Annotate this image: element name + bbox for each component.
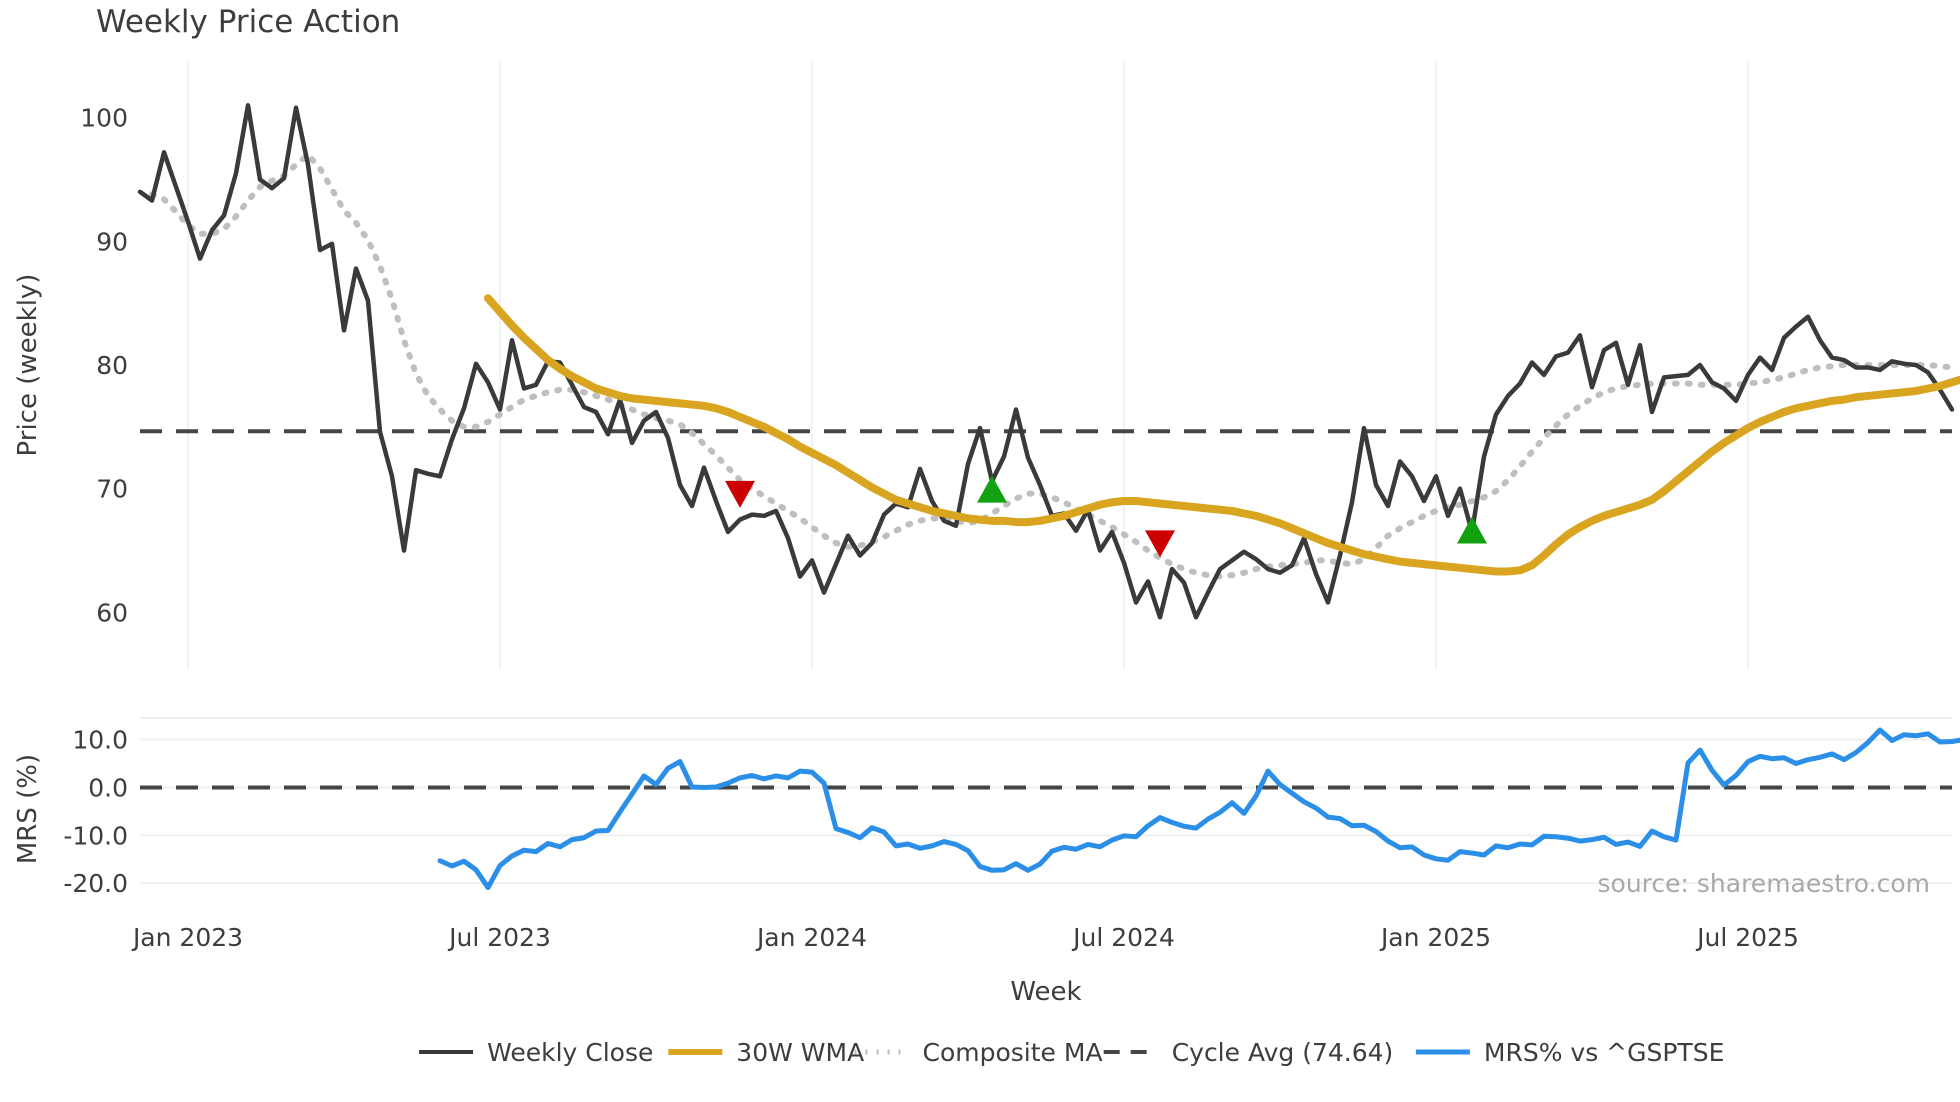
x-tick-label: Jul 2025 — [1695, 923, 1799, 952]
legend-label-3: Cycle Avg (74.64) — [1172, 1038, 1394, 1067]
mrs-tick-label: 0.0 — [88, 773, 128, 802]
price-tick-label: 90 — [96, 227, 128, 256]
x-tick-label: Jul 2024 — [1071, 923, 1175, 952]
chart-legend: Weekly Close 30W WMA Composite MA Cycle Avg… — [419, 1038, 1724, 1067]
series-line-30w-wma — [484, 294, 1960, 576]
price-tick-label: 60 — [96, 598, 128, 627]
x-axis-title: Week — [1010, 977, 1081, 1007]
signal-markers — [725, 475, 1487, 558]
legend-label-0: Weekly Close — [487, 1038, 653, 1067]
source-watermark: source: sharemaestro.com — [1598, 869, 1931, 898]
x-tick-label: Jan 2025 — [1379, 923, 1491, 952]
gridlines — [187, 62, 1749, 668]
sell-signal-marker-icon — [725, 480, 755, 508]
x-tick-label: Jan 2024 — [755, 923, 867, 952]
sell-signal-marker-icon — [1145, 530, 1175, 558]
mrs-tick-label: -10.0 — [63, 821, 128, 850]
legend-label-4: MRS% vs ^GSPTSE — [1484, 1038, 1724, 1067]
price-tick-label: 70 — [96, 475, 128, 504]
legend-label-1: 30W WMA — [736, 1038, 864, 1067]
buy-signal-marker-icon — [977, 475, 1007, 503]
legend-label-2: Composite MA — [923, 1038, 1103, 1067]
mrs-tick-label: -20.0 — [63, 869, 128, 898]
mrs-axis-title: MRS (%) — [13, 754, 43, 864]
buy-signal-marker-icon — [1457, 516, 1487, 544]
series-line-composite-ma — [149, 151, 1955, 580]
mrs-axis-ticks: 10.0 0.0 -10.0 -20.0 — [63, 726, 128, 899]
x-tick-label: Jul 2023 — [447, 923, 551, 952]
mrs-tick-label: 10.0 — [72, 726, 128, 755]
price-axis-ticks: 100 90 80 70 60 — [80, 104, 128, 628]
series-line-mrs-vs-gsptse — [437, 727, 1960, 891]
x-axis-ticks: Jan 2023 Jul 2023 Jan 2024 Jul 2024 Jan 2025… — [131, 923, 1799, 952]
x-tick-label: Jan 2023 — [131, 923, 243, 952]
price-tick-label: 80 — [96, 351, 128, 380]
price-axis-title: Price (weekly) — [13, 274, 43, 457]
price-tick-label: 100 — [80, 104, 128, 133]
page-title: Weekly Price Action — [96, 4, 400, 40]
series-line-weekly-close — [137, 103, 1955, 620]
